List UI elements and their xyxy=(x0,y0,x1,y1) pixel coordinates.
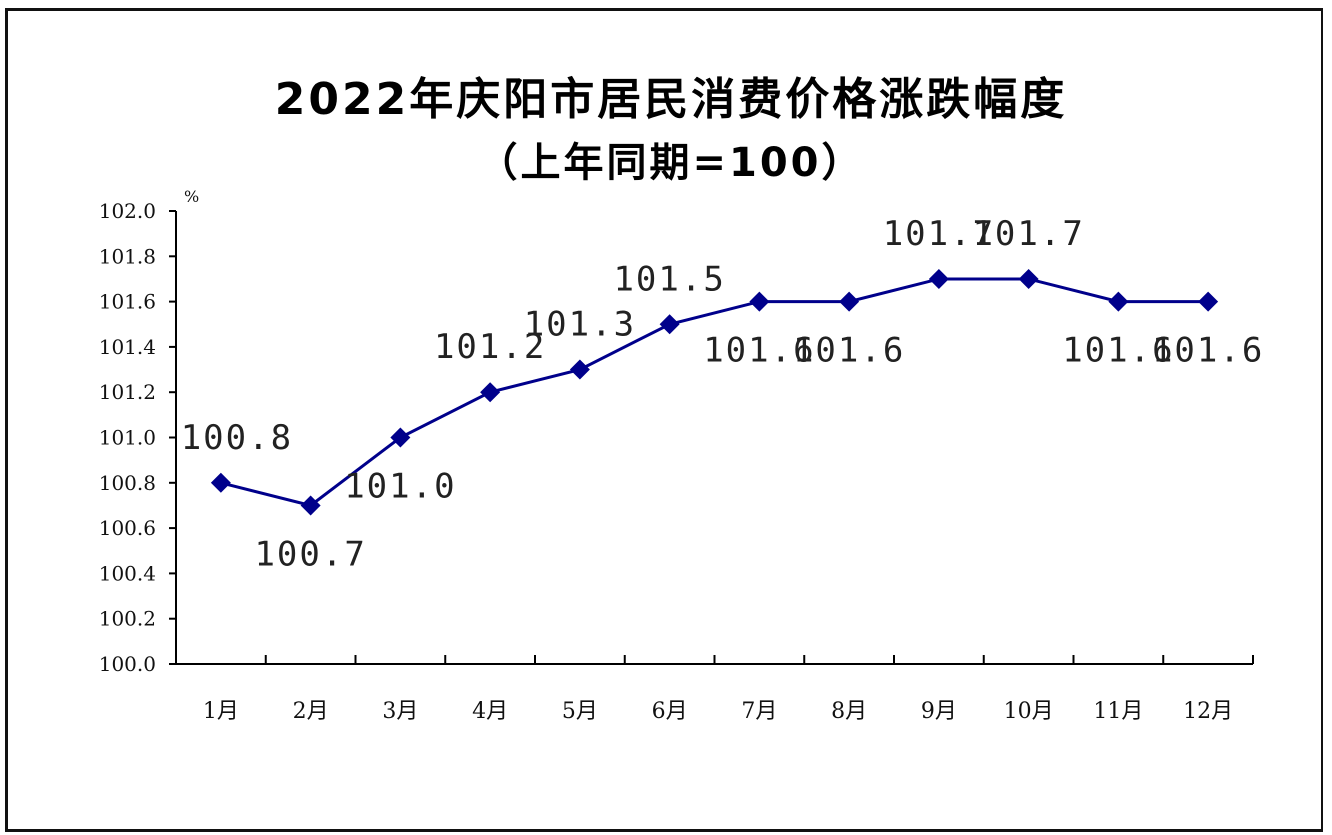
y-tick-label: 101.4 xyxy=(99,335,156,359)
data-point-marker xyxy=(480,382,501,403)
chart-frame: 2022年庆阳市居民消费价格涨跌幅度 （上年同期=100） % 100.0 100… xyxy=(5,8,1323,832)
data-label: 101.6 xyxy=(703,331,815,371)
line-chart: 2022年庆阳市居民消费价格涨跌幅度 （上年同期=100） % 100.0100… xyxy=(99,74,1264,724)
data-point-marker xyxy=(1198,291,1219,312)
y-tick-label: 100.4 xyxy=(99,561,156,585)
chart-subtitle: （上年同期=100） xyxy=(477,140,864,186)
y-tick-label: 101.0 xyxy=(99,426,156,450)
axes xyxy=(169,210,1254,665)
x-tick-label: 9月 xyxy=(921,699,957,724)
data-point-marker xyxy=(839,291,860,312)
data-label: 101.6 xyxy=(1152,331,1264,371)
data-label: 101.5 xyxy=(613,259,725,299)
y-tick-labels: 100.0 100.2 100.4 100.6 100.8 101.0 101.2 101.4… xyxy=(99,199,156,676)
y-tick-label: 102.0 xyxy=(99,199,156,223)
data-point-marker xyxy=(1018,268,1039,289)
data-point-marker xyxy=(1108,291,1129,312)
data-label: 101.7 xyxy=(972,214,1084,254)
data-label: 101.3 xyxy=(524,305,636,345)
chart-title: 2022年庆阳市居民消费价格涨跌幅度 xyxy=(275,74,1067,125)
data-label: 101.7 xyxy=(883,214,995,254)
x-tick-label: 3月 xyxy=(382,699,418,724)
x-tick-label: 10月 xyxy=(1004,699,1054,724)
data-label: 100.8 xyxy=(181,418,293,458)
y-tick-label: 101.6 xyxy=(99,290,156,314)
x-tick-label: 8月 xyxy=(831,699,867,724)
data-point-marker xyxy=(390,427,411,448)
y-tick-label: 101.2 xyxy=(99,380,156,404)
data-label: 101.6 xyxy=(793,331,905,371)
y-tick-label: 100.8 xyxy=(99,471,156,495)
data-label: 101.2 xyxy=(434,327,546,367)
y-axis-unit: % xyxy=(184,187,199,206)
x-tick-label: 5月 xyxy=(562,699,598,724)
data-point-marker xyxy=(300,495,321,516)
data-point-marker xyxy=(659,314,680,335)
x-tick-label: 4月 xyxy=(472,699,508,724)
data-label: 100.7 xyxy=(254,534,366,574)
data-point-marker xyxy=(569,359,590,380)
data-point-marker xyxy=(749,291,770,312)
y-tick-label: 100.6 xyxy=(99,516,156,540)
data-label: 101.6 xyxy=(1062,331,1174,371)
x-tick-label: 1月 xyxy=(203,699,239,724)
y-tick-label: 101.8 xyxy=(99,244,156,268)
series-line xyxy=(220,277,1209,508)
x-tick-label: 2月 xyxy=(293,699,329,724)
data-point-marker xyxy=(928,268,949,289)
x-tick-label: 7月 xyxy=(741,699,777,724)
x-tick-label: 6月 xyxy=(652,699,688,724)
x-tick-labels: 1月 2月 3月 4月 5月 6月 7月 8月 9月 10月 11月 12月 xyxy=(203,699,1233,724)
data-point-marker xyxy=(210,472,231,493)
x-tick-label: 11月 xyxy=(1093,699,1143,724)
y-tick-label: 100.2 xyxy=(99,607,156,631)
y-tick-label: 100.0 xyxy=(99,652,156,676)
data-label: 101.0 xyxy=(344,467,456,507)
data-labels: 100.8100.7101.0101.2101.3101.5101.6101.6… xyxy=(181,214,1264,575)
x-tick-label: 12月 xyxy=(1183,699,1233,724)
series-cpi xyxy=(210,268,1219,516)
